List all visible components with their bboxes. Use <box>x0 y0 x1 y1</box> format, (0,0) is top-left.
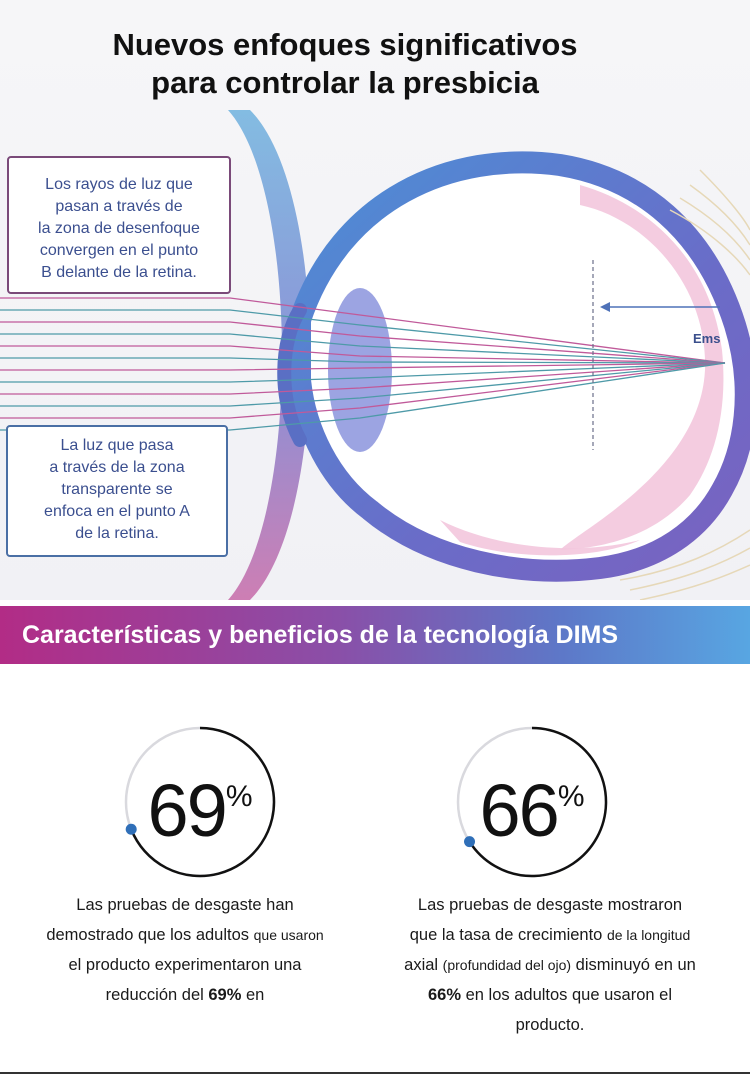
optic-nerve-lines <box>619 169 750 600</box>
dims-banner: Características y beneficios de la tecno… <box>0 606 750 664</box>
stat-gauge-69: 69% <box>120 722 280 882</box>
callout-bottom-line: transparente se <box>61 481 173 498</box>
bottom-divider <box>0 1072 750 1074</box>
eye-diagram: Ems <box>0 110 750 600</box>
ems-label: Ems <box>693 331 720 346</box>
callout-top-line: Los rayos de luz que <box>45 176 193 193</box>
stat-description-69: Las pruebas de desgaste han demostrado q… <box>46 896 324 1004</box>
callout-top-line: B delante de la retina. <box>41 264 197 281</box>
light-rays <box>0 297 726 431</box>
callout-top-line: la zona de desenfoque <box>38 220 200 237</box>
gauge-ring <box>124 726 276 878</box>
ems-arrow <box>600 302 720 312</box>
callout-bottom-line: a través de la zona <box>49 459 185 476</box>
title-line-1: Nuevos enfoques significativos <box>112 27 578 62</box>
callout-clear-zone: La luz que pasa a través de la zona tran… <box>6 425 228 557</box>
gauge-ring <box>456 726 608 878</box>
eye-shape <box>277 151 750 582</box>
callout-bottom-line: La luz que pasa <box>60 437 174 454</box>
callout-top-line: convergen en el punto <box>39 242 199 259</box>
stat-value: 66% <box>479 769 585 852</box>
stat-description-66: Las pruebas de desgaste mostraron que la… <box>404 896 696 1034</box>
stat-gauge-66: 66% <box>452 722 612 882</box>
callout-top-line: pasan a través de <box>55 198 183 215</box>
title-line-2: para controlar la presbicia <box>151 65 539 100</box>
callout-bottom-line: de la retina. <box>75 525 159 542</box>
crystalline-lens <box>328 288 392 452</box>
callout-defocus-zone: Los rayos de luz que pasan a través de l… <box>7 156 231 294</box>
stat-value: 69% <box>147 769 253 852</box>
spectacle-lens <box>228 110 310 600</box>
callout-bottom-line: enfoca en el punto A <box>44 503 190 520</box>
page-title: Nuevos enfoques significativos para cont… <box>0 26 690 102</box>
